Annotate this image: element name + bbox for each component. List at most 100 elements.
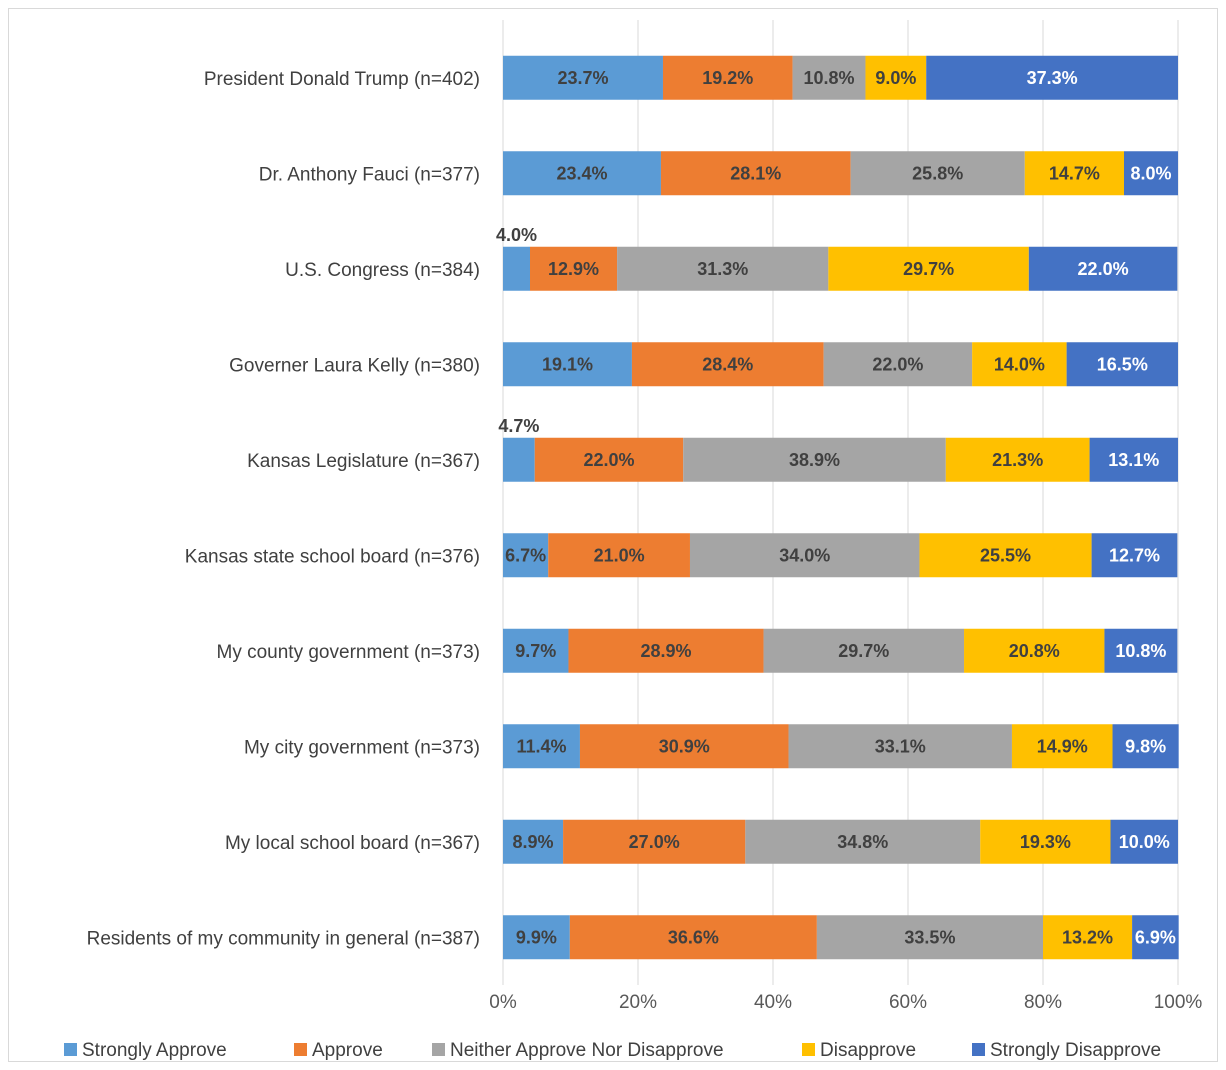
bar-segment — [919, 533, 1092, 578]
legend-swatch — [64, 1043, 77, 1056]
data-label: 4.7% — [498, 416, 539, 436]
data-label: 9.0% — [875, 68, 916, 88]
category-label: Dr. Anthony Fauci (n=377) — [259, 164, 480, 185]
bar-segment — [1011, 724, 1113, 769]
bar-segment — [503, 628, 569, 673]
bar-segment — [1112, 724, 1179, 769]
bar-segment — [689, 533, 920, 578]
data-label: 19.1% — [542, 354, 593, 374]
legend-swatch — [432, 1043, 445, 1056]
data-label: 31.3% — [697, 259, 748, 279]
data-label: 38.9% — [789, 450, 840, 470]
bar-segment — [792, 55, 866, 100]
bar-segment — [1104, 628, 1178, 673]
data-label: 23.7% — [557, 68, 608, 88]
category-label: Residents of my community in general (n=… — [87, 928, 480, 949]
data-label: 34.8% — [837, 832, 888, 852]
bar-segment — [1024, 151, 1124, 196]
data-label: 6.9% — [1135, 927, 1176, 947]
legend-swatch — [802, 1043, 815, 1056]
x-tick-label: 20% — [619, 992, 657, 1013]
data-label: 13.2% — [1062, 927, 1113, 947]
bar-segment — [503, 819, 564, 864]
data-label: 4.0% — [496, 225, 537, 245]
bar-segment — [503, 915, 570, 960]
data-label: 28.9% — [640, 641, 691, 661]
bar-segment — [972, 342, 1067, 387]
category-label: Kansas Legislature (n=367) — [247, 451, 480, 472]
legend-label: Disapprove — [820, 1040, 916, 1061]
legend-label: Strongly Approve — [82, 1040, 227, 1061]
x-tick-label: 100% — [1154, 992, 1203, 1013]
data-label: 19.2% — [702, 68, 753, 88]
x-tick-label: 0% — [489, 992, 517, 1013]
bar-segment — [503, 246, 530, 291]
data-label: 28.4% — [702, 354, 753, 374]
x-tick-label: 40% — [754, 992, 792, 1013]
bar-segment — [530, 246, 618, 291]
bar-segment — [926, 55, 1178, 100]
x-tick-label: 60% — [889, 992, 927, 1013]
bar-segment — [823, 342, 973, 387]
bar-segment — [1091, 533, 1178, 578]
data-label: 21.0% — [594, 545, 645, 565]
data-label: 20.8% — [1009, 641, 1060, 661]
x-tick-label: 80% — [1024, 992, 1062, 1013]
bar-segment — [563, 819, 746, 864]
bar-segment — [503, 533, 549, 578]
bar-segment — [503, 342, 632, 387]
legend: Strongly Approve Approve Neither Approve N… — [64, 1040, 1161, 1061]
data-label: 22.0% — [583, 450, 634, 470]
category-label: My county government (n=373) — [217, 642, 481, 663]
data-label: 8.9% — [513, 832, 554, 852]
category-label: Kansas state school board (n=376) — [185, 546, 480, 567]
bar-segment — [1089, 437, 1178, 482]
data-label: 10.0% — [1119, 832, 1170, 852]
bar-segment — [631, 342, 824, 387]
bar-segment — [617, 246, 829, 291]
data-label: 14.0% — [994, 354, 1045, 374]
data-label: 6.7% — [505, 545, 546, 565]
legend-label: Approve — [312, 1040, 383, 1061]
data-label: 8.0% — [1130, 163, 1171, 183]
legend-label: Neither Approve Nor Disapprove — [450, 1040, 724, 1061]
data-label: 25.5% — [980, 545, 1031, 565]
bar-segment — [569, 915, 817, 960]
bar-segment — [1043, 915, 1133, 960]
data-label: 30.9% — [659, 736, 710, 756]
category-labels: President Donald Trump (n=402) Dr. Anthon… — [87, 69, 480, 950]
bar-segment — [980, 819, 1111, 864]
bar-segment — [1066, 342, 1178, 387]
data-label: 14.9% — [1037, 736, 1088, 756]
legend-label: Strongly Disapprove — [990, 1040, 1161, 1061]
data-label: 37.3% — [1027, 68, 1078, 88]
data-label: 11.4% — [516, 736, 566, 756]
bar-segment — [745, 819, 981, 864]
bar-segment — [828, 246, 1029, 291]
data-label: 23.4% — [556, 163, 607, 183]
data-label: 33.5% — [904, 927, 955, 947]
bar-segment — [788, 724, 1012, 769]
bar-segment — [534, 437, 684, 482]
data-label: 12.9% — [548, 259, 599, 279]
data-label: 16.5% — [1097, 354, 1148, 374]
data-label: 21.3% — [992, 450, 1043, 470]
data-label: 22.0% — [872, 354, 923, 374]
data-label: 9.8% — [1125, 736, 1166, 756]
bar-segment — [964, 628, 1105, 673]
data-label: 29.7% — [903, 259, 954, 279]
bars: 23.7% 19.2% 10.8% 9.0% 37.3% 23.4% 28.1% 25.8% 1… — [496, 55, 1179, 960]
bar-segment — [503, 55, 663, 100]
bar-segment — [579, 724, 789, 769]
data-label: 9.7% — [515, 641, 556, 661]
data-label: 22.0% — [1078, 259, 1129, 279]
data-label: 36.6% — [668, 927, 719, 947]
data-label: 29.7% — [838, 641, 889, 661]
bar-segment — [548, 533, 690, 578]
bar-segment — [850, 151, 1025, 196]
bar-segment — [763, 628, 965, 673]
bar-segment — [865, 55, 927, 100]
data-label: 33.1% — [875, 736, 926, 756]
bar-segment — [945, 437, 1090, 482]
bar-segment — [683, 437, 946, 482]
